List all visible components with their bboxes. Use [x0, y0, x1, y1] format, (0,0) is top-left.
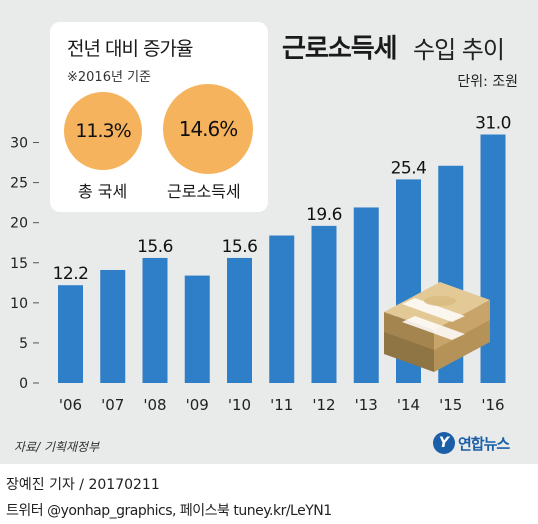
logo-mark-icon: Y — [433, 432, 455, 454]
y-tick-label: 15 — [10, 256, 28, 272]
x-tick-label: '11 — [270, 396, 293, 414]
yonhap-logo: Y 연합뉴스 — [433, 432, 510, 454]
x-tick-label: '16 — [481, 396, 504, 414]
infographic-card: 0 5 10 15 20 25 30 12.2 15.6 15.6 19.6 25.4 31.0 '0… — [0, 0, 538, 464]
x-axis: '06 '07 '08 '09 '10 '11 '12 '13 '14 '15 '16 — [59, 396, 505, 414]
x-tick-label: '08 — [143, 396, 166, 414]
byline: 장예진 기자 / 20170211 — [6, 477, 160, 493]
bar — [311, 225, 337, 383]
bar — [58, 285, 83, 383]
bar — [184, 275, 210, 383]
x-tick-label: '09 — [186, 396, 209, 414]
y-tick-label: 0 — [19, 376, 28, 392]
source-note: 자료/ 기획재정부 — [14, 440, 100, 454]
bar-value-label: 25.4 — [391, 158, 427, 178]
y-tick-label: 10 — [10, 296, 28, 312]
income-tax-caption: 근로소득세 — [167, 182, 241, 201]
x-tick-label: '13 — [355, 396, 378, 414]
bar-chart: 0 5 10 15 20 25 30 12.2 15.6 15.6 19.6 25.4 31.0 '0… — [10, 114, 512, 414]
growth-rate-callout: 전년 대비 증가율 ※2016년 기준 11.3% 14.6% 총 국세 근로소… — [50, 22, 268, 212]
bar-value-label: 15.6 — [137, 237, 173, 257]
income-tax-rate-bubble: 14.6% — [163, 84, 253, 174]
callout-base-year: ※2016년 기준 — [67, 70, 151, 85]
chart-title: 근로소득세 — [282, 34, 398, 64]
x-tick-label: '10 — [228, 396, 251, 414]
chart-subtitle: 수입 추이 — [413, 36, 505, 64]
x-tick-label: '07 — [101, 396, 124, 414]
logo-text: 연합뉴스 — [458, 434, 510, 453]
y-tick-label: 20 — [10, 216, 28, 232]
x-tick-label: '06 — [59, 396, 82, 414]
unit-label: 단위: 조원 — [457, 74, 518, 90]
callout-title: 전년 대비 증가율 — [67, 38, 193, 60]
x-tick-label: '15 — [439, 396, 462, 414]
y-tick-label: 30 — [10, 136, 28, 152]
bar — [269, 235, 295, 383]
bar-value-label: 31.0 — [475, 114, 511, 134]
social-credits: 트위터 @yonhap_graphics, 페이스북 tuney.kr/LeYN… — [6, 503, 332, 519]
x-tick-label: '12 — [312, 396, 335, 414]
bar — [480, 134, 506, 383]
total-tax-rate-bubble: 11.3% — [64, 92, 142, 170]
bar-value-label: 19.6 — [306, 205, 342, 225]
bar-value-label: 15.6 — [222, 237, 258, 257]
y-axis: 0 5 10 15 20 25 30 — [10, 136, 39, 392]
money-stack-illustration — [384, 282, 490, 372]
x-tick-label: '14 — [397, 396, 420, 414]
bar — [227, 257, 252, 383]
y-tick-label: 25 — [10, 176, 28, 192]
total-tax-caption: 총 국세 — [78, 182, 128, 201]
bar-value-label: 12.2 — [53, 264, 89, 284]
y-tick-label: 5 — [19, 336, 28, 352]
bar — [100, 269, 126, 383]
bar — [142, 257, 168, 383]
bar — [353, 207, 379, 383]
bar-value-labels: 12.2 15.6 15.6 19.6 25.4 31.0 — [53, 114, 512, 285]
